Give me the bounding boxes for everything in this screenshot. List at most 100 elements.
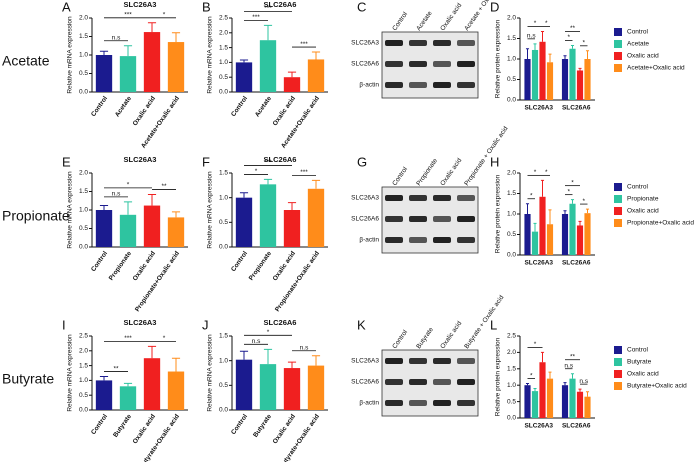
sig-label: * <box>530 372 533 379</box>
bar <box>561 214 569 255</box>
band <box>457 61 475 67</box>
band <box>409 195 427 201</box>
bar <box>119 56 137 92</box>
blot-row-label: β-actin <box>359 400 379 407</box>
band <box>385 216 403 222</box>
legend-swatch <box>614 370 622 378</box>
error-bar <box>540 31 545 42</box>
band <box>433 40 451 46</box>
legend-label: Control <box>627 184 649 191</box>
blot-row-label: SLC26A6 <box>351 61 379 68</box>
legend-swatch <box>614 346 622 354</box>
bar <box>95 55 113 92</box>
y-tick-label: 1.5 <box>507 190 516 197</box>
error-bar <box>287 71 297 78</box>
sig-label: * <box>163 335 166 342</box>
lane-label: Oxalic acid <box>439 157 463 187</box>
panel-letter: B <box>202 0 211 14</box>
band <box>433 61 451 67</box>
bar <box>143 205 161 247</box>
y-tick-label: 2.0 <box>79 170 88 177</box>
band <box>457 40 475 46</box>
band <box>409 216 427 222</box>
legend-swatch <box>614 52 622 60</box>
band <box>385 379 403 385</box>
sig-label: * <box>534 20 537 27</box>
y-tick-label: 1.5 <box>79 188 88 195</box>
bar <box>539 41 546 100</box>
bar <box>576 391 584 418</box>
lane-label: Control <box>391 165 409 187</box>
sig-label: * <box>127 182 130 189</box>
bar <box>307 365 325 410</box>
bar <box>143 32 161 92</box>
blot-row-label: SLC26A3 <box>351 195 379 202</box>
sig-label: n.s <box>252 338 261 345</box>
band <box>385 400 403 406</box>
x-tick-label: Acetate <box>114 95 133 119</box>
sig-label: * <box>582 40 585 47</box>
error-bar <box>263 178 273 185</box>
lane-label: Butyrate <box>415 326 435 350</box>
bar <box>307 188 325 247</box>
error-bar <box>548 209 552 225</box>
sig-label: * <box>545 20 548 27</box>
sig-label: *** <box>300 169 308 176</box>
band <box>433 358 451 364</box>
y-tick-label: 0.5 <box>79 392 88 399</box>
y-tick-label: 1.0 <box>79 207 88 214</box>
y-axis-label: Relative mRNA expression <box>67 171 74 249</box>
sig-label: ** <box>113 365 119 372</box>
x-tick-label: Butyrate+Oxalic acid <box>138 413 181 462</box>
x-tick-label: Propionate <box>108 250 133 282</box>
y-tick-label: 0.0 <box>79 89 88 96</box>
bar <box>167 42 185 92</box>
x-tick-label: SLC26A6 <box>562 260 591 267</box>
chart-title: SLC26A6 <box>264 0 297 9</box>
y-tick-label: 2.0 <box>507 170 516 177</box>
legend-swatch <box>614 40 622 48</box>
bar <box>576 70 584 100</box>
y-tick-label: 0.5 <box>219 219 228 226</box>
band <box>433 82 451 88</box>
lane-label: Oxalic acid <box>439 320 463 350</box>
y-tick-label: 0.5 <box>507 231 516 238</box>
error-bar <box>99 50 109 55</box>
y-tick-label: 2.0 <box>219 30 228 37</box>
x-tick-label: Control <box>230 95 249 118</box>
chart-title: SLC26A3 <box>124 0 157 9</box>
x-tick-label: Oxalic acid <box>272 250 297 282</box>
bar <box>259 364 277 410</box>
sig-label: *** <box>264 159 272 166</box>
band <box>457 195 475 201</box>
x-tick-label: Oxalic acid <box>132 413 157 445</box>
sig-label: ** <box>570 25 576 32</box>
error-bar <box>533 222 537 232</box>
x-tick-label: Oxalic acid <box>132 250 157 282</box>
y-tick-label: 1.0 <box>507 56 516 63</box>
sig-label: n.s <box>112 34 121 41</box>
y-axis-label: Relative mRNA expression <box>207 16 214 94</box>
x-tick-label: Propionate <box>248 250 273 282</box>
band <box>385 82 403 88</box>
bar <box>283 210 301 247</box>
chart-title: SLC26A6 <box>264 318 297 327</box>
bar <box>119 214 137 247</box>
sig-label: ** <box>570 353 576 360</box>
band <box>409 61 427 67</box>
legend-swatch <box>614 183 622 191</box>
error-bar <box>263 348 273 365</box>
x-tick-label: SLC26A6 <box>562 423 591 430</box>
blot-row-label: SLC26A6 <box>351 379 379 386</box>
sig-label: n.s <box>564 362 573 369</box>
bar <box>307 59 325 92</box>
error-bar <box>99 205 109 210</box>
bar <box>576 225 584 255</box>
panel-letter: C <box>357 0 366 14</box>
legend-label: Acetate <box>627 41 649 48</box>
error-bar <box>585 391 590 397</box>
y-tick-label: 0.0 <box>219 89 228 96</box>
y-tick-label: 2.5 <box>79 333 88 340</box>
band <box>409 237 427 243</box>
